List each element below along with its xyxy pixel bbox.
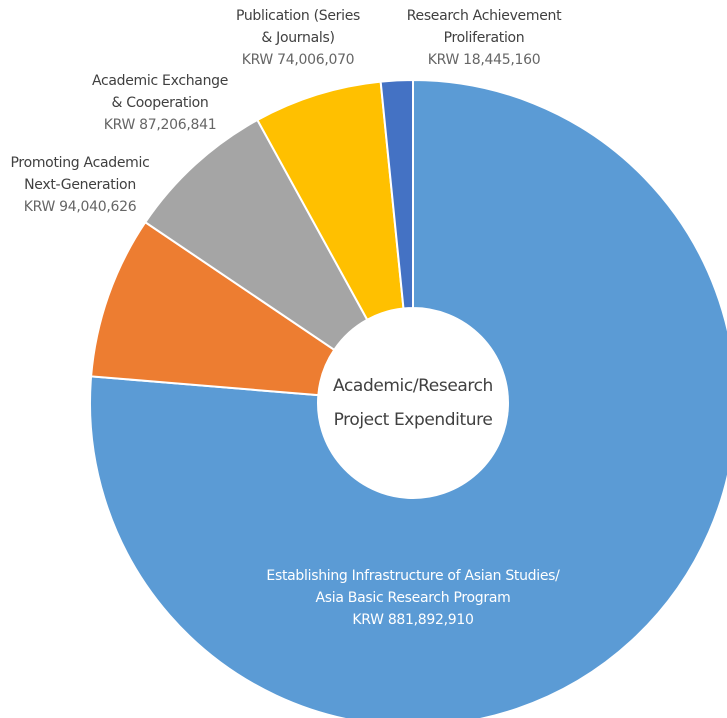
slice-label: Research Achievement Proliferation KRW 18… xyxy=(407,5,562,71)
category-name: Academic Exchange & Cooperation xyxy=(91,73,229,111)
slice-label: Promoting Academic Next-Generation KRW 94… xyxy=(11,152,150,218)
category-name: Establishing Infrastructure of Asian Stu… xyxy=(266,568,560,606)
value-label: KRW 74,006,070 xyxy=(241,52,355,68)
slice-label: Establishing Infrastructure of Asian Stu… xyxy=(266,565,559,631)
category-name: Research Achievement Proliferation xyxy=(406,8,562,46)
value-label: KRW 18,445,160 xyxy=(427,52,541,68)
donut-slice xyxy=(379,78,414,310)
center-title: Academic/Research Project Expenditure xyxy=(333,376,493,430)
slice-label: Publication (Series & Journals) KRW 74,00… xyxy=(236,5,360,71)
value-label: KRW 87,206,841 xyxy=(103,117,217,133)
donut-slice xyxy=(89,78,727,718)
category-name: Publication (Series & Journals) xyxy=(235,8,361,46)
donut-slice xyxy=(90,220,336,397)
value-label: KRW 881,892,910 xyxy=(352,612,474,628)
donut-slice xyxy=(143,118,369,352)
slice-label: Academic Exchange & Cooperation KRW 87,20… xyxy=(92,70,228,136)
category-name: Promoting Academic Next-Generation xyxy=(10,155,150,193)
value-label: KRW 94,040,626 xyxy=(23,199,137,215)
